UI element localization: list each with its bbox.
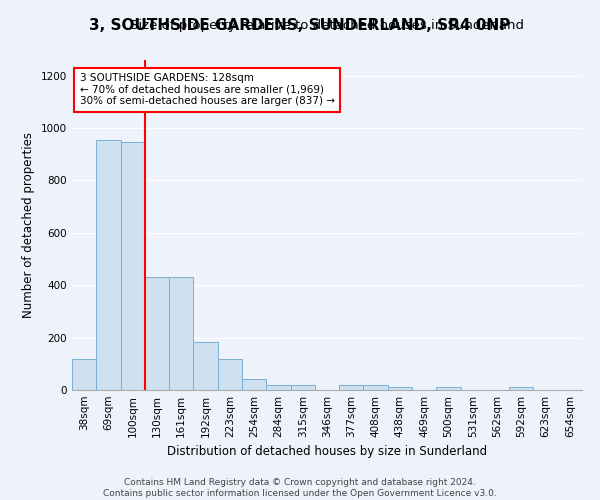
Bar (145, 278, 169, 390)
Bar (242, 379, 266, 390)
Bar (72, 358, 96, 390)
X-axis label: Distribution of detached houses by size in Sunderland: Distribution of detached houses by size … (167, 446, 487, 458)
Bar (436, 388, 461, 390)
Bar (509, 388, 533, 390)
Bar (339, 385, 364, 390)
Title: Size of property relative to detached houses in Sunderland: Size of property relative to detached ho… (130, 20, 524, 32)
Text: 3 SOUTHSIDE GARDENS: 128sqm
← 70% of detached houses are smaller (1,969)
30% of : 3 SOUTHSIDE GARDENS: 128sqm ← 70% of det… (80, 73, 335, 106)
Bar (121, 142, 145, 390)
Y-axis label: Number of detached properties: Number of detached properties (22, 132, 35, 318)
Text: 3, SOUTHSIDE GARDENS, SUNDERLAND, SR4 0NP: 3, SOUTHSIDE GARDENS, SUNDERLAND, SR4 0N… (89, 18, 511, 32)
Bar (96, 140, 121, 390)
Bar (290, 385, 315, 390)
Bar (266, 385, 290, 390)
Bar (218, 358, 242, 390)
Bar (169, 278, 193, 390)
Bar (364, 385, 388, 390)
Text: Contains HM Land Registry data © Crown copyright and database right 2024.
Contai: Contains HM Land Registry data © Crown c… (103, 478, 497, 498)
Bar (388, 388, 412, 390)
Bar (193, 342, 218, 390)
